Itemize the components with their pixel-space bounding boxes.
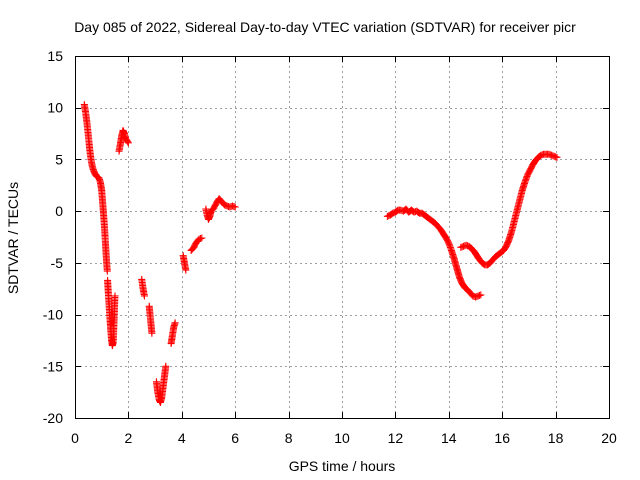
y-tick-label: -10 — [43, 307, 63, 323]
y-axis-label: SDTVAR / TECUs — [5, 182, 21, 294]
y-tick-label: 15 — [47, 48, 63, 64]
x-tick-label: 16 — [494, 430, 510, 446]
y-tick-label: 10 — [47, 100, 63, 116]
data-point — [477, 291, 485, 299]
y-tick-label: -15 — [43, 358, 63, 374]
axis-ticks — [75, 56, 610, 419]
x-tick-label: 20 — [601, 430, 617, 446]
y-tick-label: 0 — [55, 203, 63, 219]
data-point — [479, 260, 487, 268]
data-point — [103, 267, 111, 275]
data-point — [392, 207, 400, 215]
data-point — [162, 362, 170, 370]
y-tick-label: -20 — [43, 410, 63, 426]
data-point — [198, 234, 206, 242]
x-tick-label: 4 — [178, 430, 186, 446]
x-tick-label: 2 — [125, 430, 133, 446]
x-axis-tick-labels: 0 2 4 6 8 10 12 14 16 18 20 — [71, 430, 617, 446]
x-tick-label: 8 — [285, 430, 293, 446]
data-points — [80, 101, 561, 406]
grid-lines — [75, 56, 609, 418]
data-point — [231, 203, 239, 211]
x-tick-label: 10 — [334, 430, 350, 446]
y-tick-label: -5 — [51, 255, 64, 271]
x-tick-label: 18 — [548, 430, 564, 446]
data-point — [148, 329, 156, 337]
data-point — [140, 292, 148, 300]
x-tick-label: 0 — [71, 430, 79, 446]
data-point — [553, 153, 561, 161]
x-tick-label: 14 — [441, 430, 457, 446]
x-axis-label: GPS time / hours — [289, 458, 396, 474]
data-point — [171, 319, 179, 327]
data-point — [414, 208, 422, 216]
data-point — [124, 138, 132, 146]
x-tick-label: 12 — [388, 430, 404, 446]
data-point — [124, 139, 132, 147]
x-tick-label: 6 — [231, 430, 239, 446]
y-axis-tick-labels: -20 -15 -10 -5 0 5 10 15 — [43, 48, 63, 426]
data-point — [182, 266, 190, 274]
chart-title: Day 085 of 2022, Sidereal Day-to-day VTE… — [74, 19, 576, 35]
y-tick-label: 5 — [55, 151, 63, 167]
data-point — [111, 292, 119, 300]
